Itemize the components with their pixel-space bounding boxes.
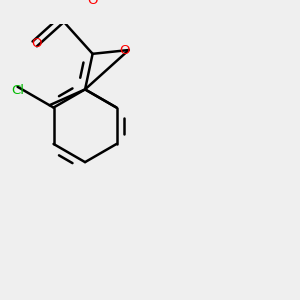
Text: O: O (87, 0, 98, 7)
Text: O: O (120, 44, 130, 56)
Text: Cl: Cl (11, 84, 24, 97)
Text: O: O (32, 37, 42, 50)
